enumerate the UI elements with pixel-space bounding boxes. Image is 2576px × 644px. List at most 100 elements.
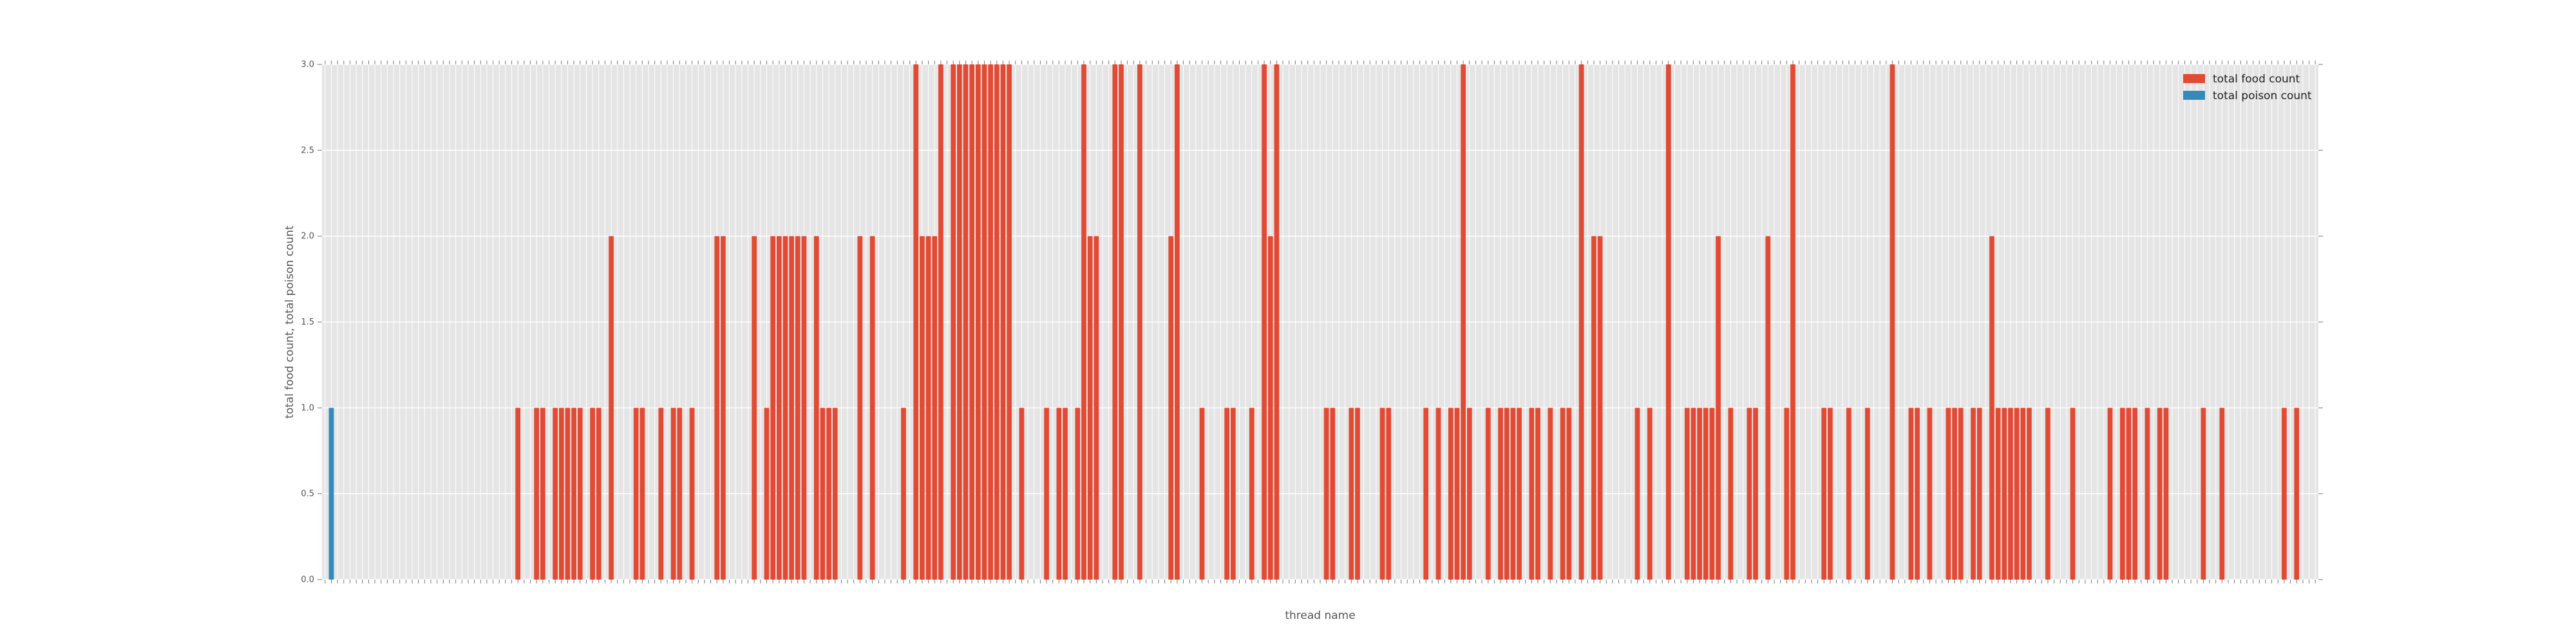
legend-swatch-poison [2183,91,2205,100]
bar-total-food-count [1535,408,1540,580]
bar-total-food-count [1249,408,1255,580]
bar-total-food-count [1386,408,1392,580]
bar-total-food-count [2157,408,2163,580]
bar-total-food-count [2014,408,2020,580]
bar-total-food-count [1566,408,1572,580]
bar-total-food-count [1094,236,1099,580]
bar-total-food-count [1846,408,1852,580]
bar-total-food-count [1007,64,1012,580]
bar-total-food-count [1716,236,1721,580]
bar-total-food-count [1784,408,1790,580]
bar-total-food-count [2002,408,2007,580]
bar-total-food-count [658,408,664,580]
bar-total-food-count [1119,64,1124,580]
bar-total-food-count [1684,408,1690,580]
bar-total-food-count [752,236,757,580]
bar-total-food-count [1504,408,1510,580]
bar-total-food-count [795,236,800,580]
bar-total-food-count [1958,408,1964,580]
bar-total-food-count [1461,64,1466,580]
bar-total-food-count [857,236,863,580]
bar-total-food-count [714,236,720,580]
bar-total-food-count [1175,64,1180,580]
bar-total-food-count [963,64,969,580]
bar-total-food-count [1703,408,1709,580]
bar-total-food-count [2282,408,2287,580]
bar-total-food-count [2119,408,2125,580]
y-tick-label: 1.0 [301,403,314,413]
bar-total-food-count [1560,408,1566,580]
bar-total-food-count [1578,64,1584,580]
bar-total-food-count [1747,408,1752,580]
bar-total-food-count [1448,408,1454,580]
bar-total-food-count [1262,64,1267,580]
bar-total-food-count [925,236,931,580]
bar-total-food-count [1753,408,1758,580]
bar-total-food-count [639,408,645,580]
bar-total-food-count [558,408,564,580]
bar-total-food-count [938,64,943,580]
bar-total-food-count [540,408,545,580]
bar-total-food-count [1330,408,1336,580]
bar-total-food-count [565,408,571,580]
bar-total-food-count [1323,408,1329,580]
bar-total-food-count [801,236,807,580]
bar-total-food-count [721,236,726,580]
bar-total-food-count [1267,236,1273,580]
legend: total food count total poison count [2183,73,2312,102]
bar-total-food-count [1889,64,1895,580]
bar-total-food-count [1274,64,1280,580]
y-tick-label: 0.0 [301,575,314,585]
bar-total-food-count [1989,236,1994,580]
bar-total-food-count [969,64,975,580]
bar-total-food-count [1466,408,1472,580]
bar-total-food-count [951,64,956,580]
bar-total-food-count [677,408,683,580]
bar-total-food-count [633,408,639,580]
bar-total-food-count [1137,64,1142,580]
bar-total-food-count [689,408,695,580]
bar-total-food-count [553,408,558,580]
bar-total-poison-count [328,408,334,580]
bar-total-food-count [994,64,999,580]
bar-total-food-count [1056,408,1062,580]
y-tick-label: 2.5 [301,146,314,155]
bar-total-food-count [2027,408,2032,580]
bar-total-food-count [1647,408,1653,580]
bar-total-food-count [1498,408,1503,580]
bar-total-food-count [515,408,521,580]
bar-total-food-count [776,236,782,580]
bar-total-food-count [1790,64,1795,580]
bar-total-food-count [2070,408,2076,580]
bar-total-food-count [1971,408,1976,580]
bar-total-food-count [2294,408,2300,580]
bar-total-food-count [1044,408,1049,580]
bar-total-food-count [1063,408,1068,580]
bar-total-food-count [988,64,994,580]
bar-total-food-count [1230,408,1236,580]
bar-total-food-count [1454,408,1460,580]
bar-total-food-count [2045,408,2050,580]
bar-total-food-count [1529,408,1535,580]
bar-total-food-count [2145,408,2150,580]
bar-total-food-count [1199,408,1205,580]
bar-total-food-count [670,408,676,580]
bar-total-food-count [1597,236,1603,580]
bar-total-food-count [2201,408,2206,580]
bar-total-food-count [932,236,938,580]
bar-total-food-count [2163,408,2169,580]
bar-total-food-count [782,236,788,580]
bar-total-food-count [2107,408,2113,580]
bar-total-food-count [596,408,601,580]
y-axis-label: total food count, total poison count [283,225,296,419]
bar-total-food-count [1168,236,1174,580]
x-tick-marks [325,61,2316,583]
bar-total-food-count [1224,408,1230,580]
legend-label-food: total food count [2213,73,2300,86]
bar-total-food-count [2126,408,2132,580]
bar-total-food-count [1864,408,1870,580]
bar-total-food-count [1634,408,1640,580]
bar-total-food-count [913,64,919,580]
bar-total-food-count [1915,408,1920,580]
